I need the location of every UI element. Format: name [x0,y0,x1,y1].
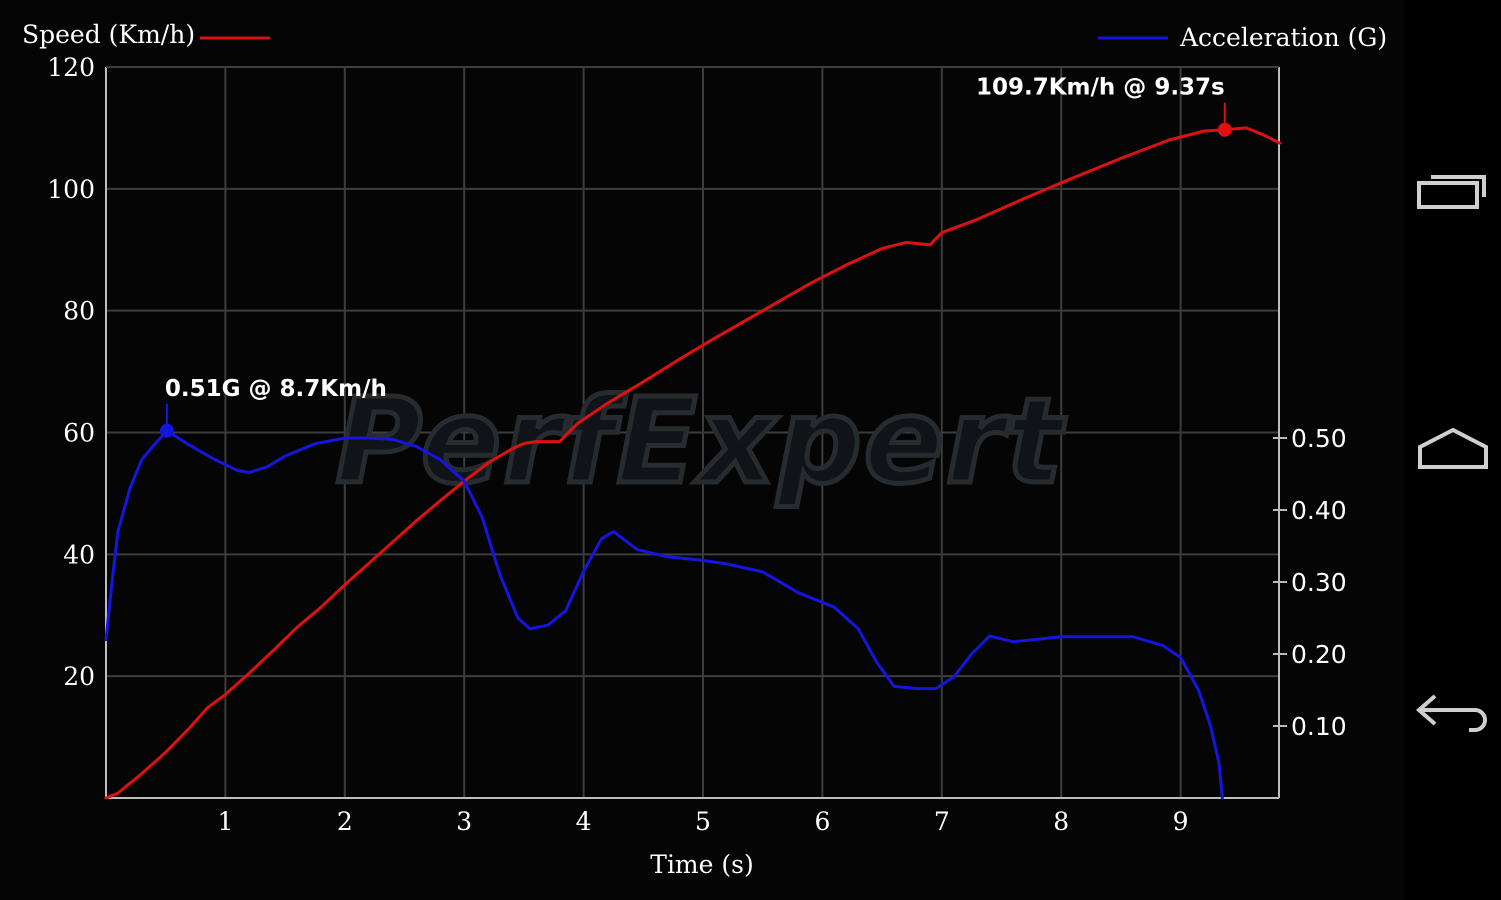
recent-apps-icon [1417,175,1486,209]
back-icon [1415,694,1487,732]
home-icon [1418,427,1488,469]
system-nav-bar [1405,0,1501,900]
annotation-speed-peak-label: 109.7Km/h @ 9.37s [976,75,1225,101]
speed-series-line [104,126,1282,800]
y-left-tick-label: 80 [63,297,95,326]
y-left-tick-label: 60 [63,419,95,448]
recent-apps-button[interactable] [1405,134,1501,244]
legend-accel-label: Acceleration (G) [1179,23,1387,52]
x-tick-label: 1 [217,807,233,836]
x-tick-label: 3 [456,807,472,836]
series-layer [104,126,1282,800]
watermark-logo: PerfExpert [336,372,1067,510]
y-right-tick-label: 0.20 [1291,640,1347,669]
x-axis-label: Time (s) [650,850,753,879]
y-left-tick-label: 20 [63,662,95,691]
perfexpert-screen: PerfExpert 1 2 3 4 5 6 7 8 9 20 40 60 80 100 120 0.10 0.… [22,20,1388,879]
y-right-tick-label: 0.30 [1291,568,1347,597]
annotation-marker [1217,122,1232,137]
x-tick-label: 2 [337,807,353,836]
annotation-accel-peak-label: 0.51G @ 8.7Km/h [165,376,387,402]
x-tick-label: 4 [576,807,592,836]
y-right-tick-label: 0.10 [1291,712,1347,741]
acceleration-series-line [104,429,1224,800]
speed-acceleration-chart: PerfExpert 1 2 3 4 5 6 7 8 9 20 40 60 80 100 120 0.10 0.… [22,20,1387,879]
x-tick-label: 9 [1173,807,1189,836]
y-left-tick-label: 100 [47,175,95,204]
chart-grid [106,66,1279,798]
back-button[interactable] [1405,656,1501,766]
x-tick-label: 7 [934,807,950,836]
y-right-tick-label: 0.40 [1291,496,1347,525]
y-left-tick-label: 120 [47,53,95,82]
legend-speed-label: Speed (Km/h) [22,20,195,49]
annotation-marker [159,423,174,438]
annotation-layer: 0.51G @ 8.7Km/h 109.7Km/h @ 9.37s [159,75,1232,438]
x-tick-label: 5 [695,807,711,836]
chart-axes: 1 2 3 4 5 6 7 8 9 20 40 60 80 100 120 0.10 0.20 0.30 0.40 0… [47,53,1346,836]
x-tick-label: 8 [1053,807,1069,836]
y-left-tick-label: 40 [63,540,95,569]
x-tick-label: 6 [814,807,830,836]
y-right-tick-label: 0.50 [1291,424,1347,453]
chart-legend: Speed (Km/h) Acceleration (G) [22,20,1387,52]
home-button[interactable] [1405,394,1501,504]
